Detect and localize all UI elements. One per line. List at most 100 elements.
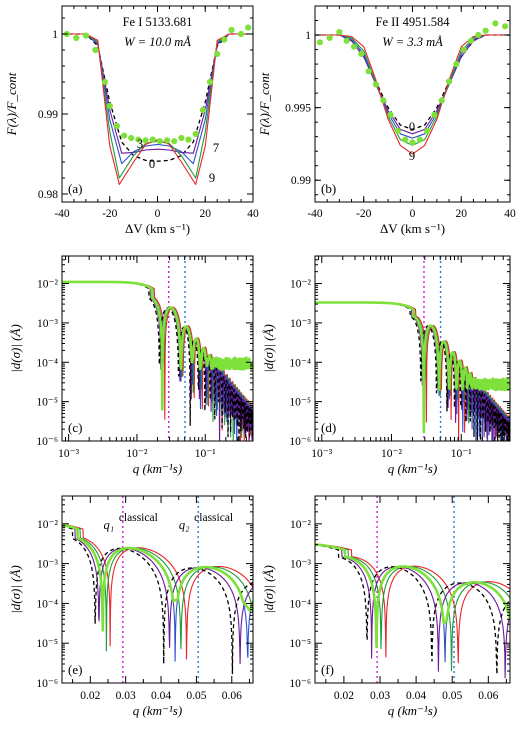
- y-tick-label: 0.98: [38, 189, 58, 201]
- observed-point: [460, 46, 467, 53]
- q-classical-superscript: classical: [194, 512, 233, 524]
- observed-point: [178, 134, 185, 142]
- observed-point: [156, 138, 163, 145]
- observed-point: [316, 39, 323, 46]
- x-tick-label: 10⁻³: [311, 448, 333, 460]
- x-tick-label: 10⁻¹: [451, 448, 473, 460]
- y-tick-label: 10⁻³: [37, 318, 59, 330]
- observed-point: [343, 37, 350, 44]
- observed-point: [245, 24, 252, 31]
- curve-label-0: 0: [149, 157, 155, 171]
- series-line-7: [62, 523, 253, 652]
- x-axis-label: q (km⁻¹s): [388, 461, 437, 476]
- y-tick-label: 10⁻²: [37, 279, 59, 291]
- q-classical-label: q₂: [179, 518, 190, 532]
- observed-point: [121, 132, 128, 139]
- x-tick-label: 0: [410, 208, 416, 220]
- series-line-observed: [315, 543, 510, 649]
- series-line-9: [62, 523, 253, 660]
- x-tick-label: 0.05: [442, 690, 462, 702]
- observed-point: [149, 136, 156, 143]
- x-tick-label: -40: [307, 208, 323, 220]
- q-classical-label: q₁: [104, 518, 115, 532]
- equivalent-width: W = 3.3 mÅ: [382, 35, 443, 49]
- x-axis-label: q (km⁻¹s): [133, 703, 182, 718]
- x-tick-label: 0.04: [406, 690, 426, 702]
- x-tick-label: 0.05: [186, 690, 206, 702]
- q-classical-superscript: classical: [119, 512, 158, 524]
- y-tick-label: 10⁻⁴: [36, 357, 58, 369]
- observed-point: [214, 50, 221, 58]
- panel-c: 10⁻⁶ 10⁻⁵ 10⁻⁴ 10⁻³ 10⁻² 10⁻³ 10⁻² 10⁻¹ (c) q (km…: [8, 255, 254, 476]
- y-tick-label: 10⁻³: [290, 559, 312, 571]
- y-tick-label: 10⁻⁶: [36, 678, 58, 690]
- line-label: Fe II 4951.584: [376, 15, 451, 29]
- x-tick-label: 20: [456, 208, 468, 220]
- observed-point: [206, 78, 214, 86]
- series-line-0: [62, 525, 253, 675]
- observed-point: [82, 32, 90, 39]
- observed-point: [128, 134, 135, 142]
- y-tick-label: 0.995: [285, 103, 311, 115]
- y-tick-label: 10⁻³: [37, 559, 59, 571]
- plot-area: [62, 496, 253, 683]
- observed-point: [446, 78, 453, 85]
- curve-label-0: 0: [409, 120, 415, 134]
- panel-label: (b): [321, 181, 336, 196]
- x-tick-label: 10⁻¹: [195, 448, 217, 460]
- y-tick-label: 1: [52, 29, 58, 41]
- plot-area: [315, 256, 510, 441]
- panel-label: (a): [68, 181, 82, 196]
- x-tick-label: 0.06: [222, 690, 242, 702]
- plot-area: [315, 496, 510, 683]
- observed-point: [326, 34, 333, 42]
- observed-point: [424, 127, 431, 134]
- observed-point: [380, 97, 387, 104]
- panel-e: 10⁻⁶ 10⁻⁵ 10⁻⁴ 10⁻³ 10⁻² 0.02 0.03 0.04 0.05 0.06…: [8, 495, 254, 718]
- series-line-observed: [315, 301, 510, 434]
- series-line-0: [315, 34, 510, 131]
- panel-label: (e): [68, 662, 82, 677]
- series-line-5: [62, 524, 253, 662]
- y-tick-label: 10⁻⁶: [289, 436, 311, 448]
- observed-point: [135, 136, 142, 143]
- series-line-9: [315, 34, 510, 155]
- observed-point: [142, 137, 149, 144]
- observed-point: [171, 138, 178, 145]
- observed-point: [372, 81, 379, 88]
- observed-point: [199, 106, 206, 114]
- curve-label-9: 9: [209, 171, 215, 185]
- x-axis-label: q (km⁻¹s): [388, 703, 437, 718]
- observed-point: [192, 130, 199, 138]
- y-tick-label: 10⁻⁵: [289, 397, 311, 409]
- plot-area: [62, 256, 253, 441]
- y-tick-label: 10⁻⁵: [289, 638, 311, 650]
- series-line-observed: [62, 280, 253, 411]
- x-tick-label: 0.06: [478, 690, 498, 702]
- x-tick-label: 0.03: [116, 690, 136, 702]
- observed-point: [113, 122, 121, 130]
- y-tick-label: 10⁻²: [290, 279, 312, 291]
- observed-point: [221, 36, 228, 43]
- series-line-3: [62, 33, 253, 154]
- x-tick-label: 0: [155, 208, 161, 220]
- observed-point: [185, 136, 192, 143]
- observed-point: [101, 78, 109, 86]
- y-axis-label: |d(σ)| (Å): [8, 324, 23, 373]
- y-tick-label: 10⁻⁴: [289, 598, 311, 610]
- x-tick-label: 0.04: [151, 690, 171, 702]
- x-tick-label: 0.03: [370, 690, 390, 702]
- y-tick-label: 10⁻²: [290, 519, 312, 531]
- plot-area: [62, 24, 253, 185]
- y-tick-label: 1: [305, 30, 311, 42]
- series-line-3: [315, 544, 510, 679]
- axes-frame: [314, 495, 511, 684]
- x-tick-label: -20: [102, 208, 118, 220]
- observed-point: [238, 30, 245, 38]
- y-tick-label: 10⁻⁴: [36, 598, 58, 610]
- series-line-3: [315, 34, 510, 135]
- observed-point: [475, 31, 482, 39]
- observed-point: [387, 111, 394, 119]
- line-label: Fe I 5133.681: [123, 15, 193, 29]
- observed-point: [438, 97, 445, 104]
